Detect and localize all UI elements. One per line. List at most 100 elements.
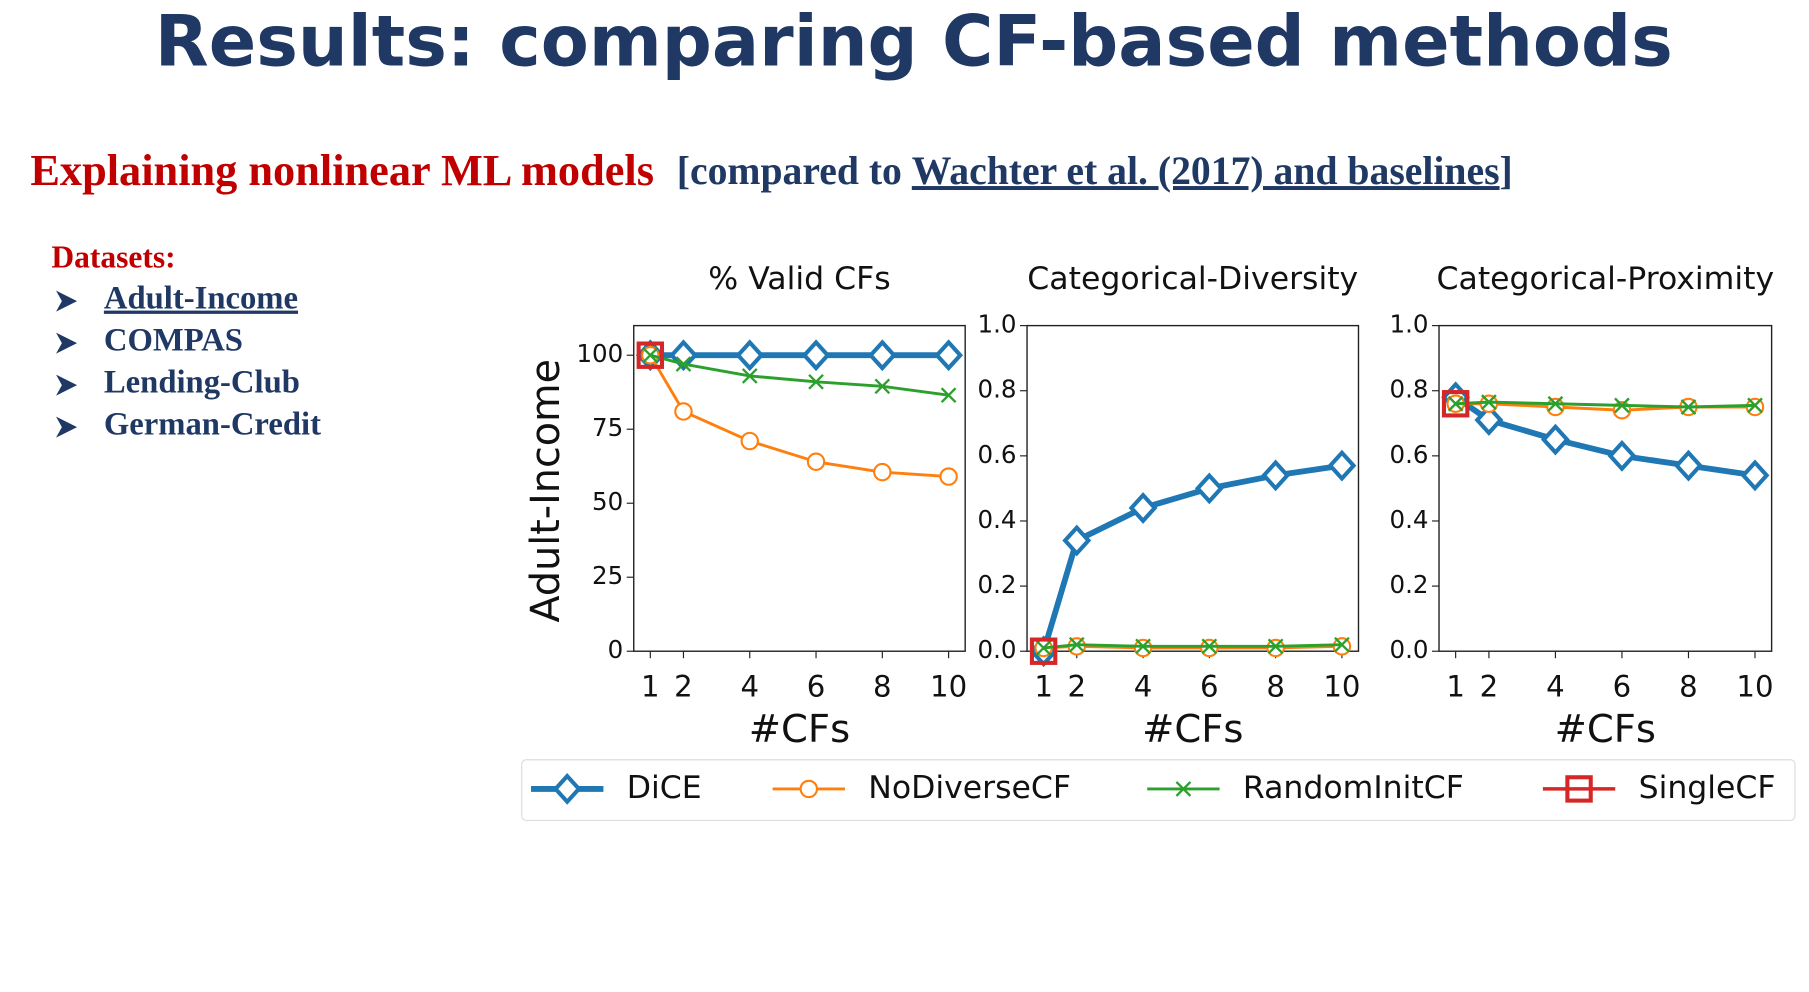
marker [1267,638,1284,655]
marker [1674,449,1703,482]
bullet-arrow [56,416,78,438]
x-tick-label: 6 [807,670,826,704]
marker [873,462,892,482]
marker [1128,492,1158,524]
dataset-item: COMPAS [104,323,243,359]
x-tick-label: 2 [1480,670,1499,704]
plot-frame [1026,324,1360,652]
marker [867,339,897,372]
legend-label: NoDiverseCF [868,770,1071,806]
y-tick-label: 0.6 [978,440,1017,469]
x-axis-label: #CFs [749,707,850,752]
y-tick-label: 50 [592,487,623,516]
y-tick-label: 0.0 [978,635,1017,664]
chart-title: % Valid CFs [708,261,890,297]
x-tick-label: 6 [1613,670,1632,704]
x-tick-label: 4 [740,670,759,704]
legend-marker [799,779,819,799]
marker [669,339,698,372]
y-tick-label: 0.2 [1390,570,1429,599]
marker [874,378,891,395]
chart-title: Categorical-Proximity [1437,261,1775,297]
marker [1607,439,1637,472]
chart-title: Categorical-Diversity [1027,261,1358,297]
marker [806,452,826,471]
dataset-item: German-Credit [104,407,321,443]
y-tick-label: 75 [592,413,623,442]
legend-label: RandomInitCF [1243,770,1464,806]
y-tick-label: 100 [576,339,623,368]
plot-frame [1438,324,1773,652]
marker [1194,472,1224,505]
marker [642,347,659,364]
x-tick-label: 8 [1266,670,1285,704]
y-tick-label: 0 [608,635,624,664]
marker [1540,423,1570,456]
x-tick-label: 10 [1736,670,1773,704]
series-line [649,354,949,479]
marker [1135,638,1151,655]
marker [636,341,665,369]
marker [674,402,693,421]
y-tick-label: 0.6 [1390,440,1429,469]
subtitle: Explaining nonlinear ML models [compared… [30,145,1512,195]
bullet-arrow [56,374,78,396]
subtitle-lead: Explaining nonlinear ML models [30,145,654,195]
bullet-arrow [56,290,78,312]
y-tick-label: 0.2 [978,570,1017,599]
y-tick-label: 1.0 [1390,310,1429,339]
x-tick-label: 10 [930,670,967,704]
y-tick-label: 0.4 [1390,505,1429,534]
marker [1261,459,1291,492]
x-tick-label: 2 [1067,670,1086,704]
marker [1747,397,1763,414]
y-tick-label: 0.8 [978,375,1017,404]
y-tick-label: 25 [592,561,623,590]
x-tick-label: 4 [1134,670,1153,704]
x-tick-label: 2 [674,670,693,704]
marker [1062,524,1092,557]
legend-marker [1565,775,1593,803]
series-line [1040,462,1343,653]
subtitle-close: ] [1500,149,1513,193]
slide-title: Results: comparing CF-based methods [155,1,1673,83]
marker [1327,449,1357,482]
x-tick-label: 8 [873,670,892,704]
legend-marker [552,773,582,805]
marker [1035,640,1052,656]
marker [801,339,831,372]
x-tick-label: 1 [641,670,660,704]
plot-frame [633,324,966,652]
marker [1447,395,1464,412]
series-line [649,353,949,397]
marker [1680,399,1697,415]
dataset-item: Lending-Club [104,365,300,401]
dataset-item[interactable]: Adult-Income [104,281,298,317]
marker [735,339,765,372]
x-tick-label: 8 [1679,670,1698,704]
marker [1334,636,1350,653]
marker [940,387,957,403]
y-tick-label: 0.0 [1390,635,1429,664]
y-axis-label: Adult-Income [523,359,569,623]
marker [939,467,958,486]
legend-marker [1175,781,1192,797]
x-tick-label: 1 [1034,670,1053,704]
x-tick-label: 1 [1446,670,1465,704]
marker [1614,397,1630,414]
x-axis-label: #CFs [1142,707,1243,752]
marker [1481,394,1497,410]
subtitle-link[interactable]: Wachter et al. (2017) and baselines [912,149,1500,193]
subtitle-open: [compared to [677,149,912,193]
marker [1068,636,1085,653]
marker [808,374,824,390]
marker [1474,404,1504,436]
x-axis-label: #CFs [1555,707,1656,752]
y-tick-label: 1.0 [978,310,1017,339]
marker [1029,637,1058,665]
legend-label: SingleCF [1639,770,1776,806]
series-line [1455,400,1756,409]
marker [1546,397,1565,417]
